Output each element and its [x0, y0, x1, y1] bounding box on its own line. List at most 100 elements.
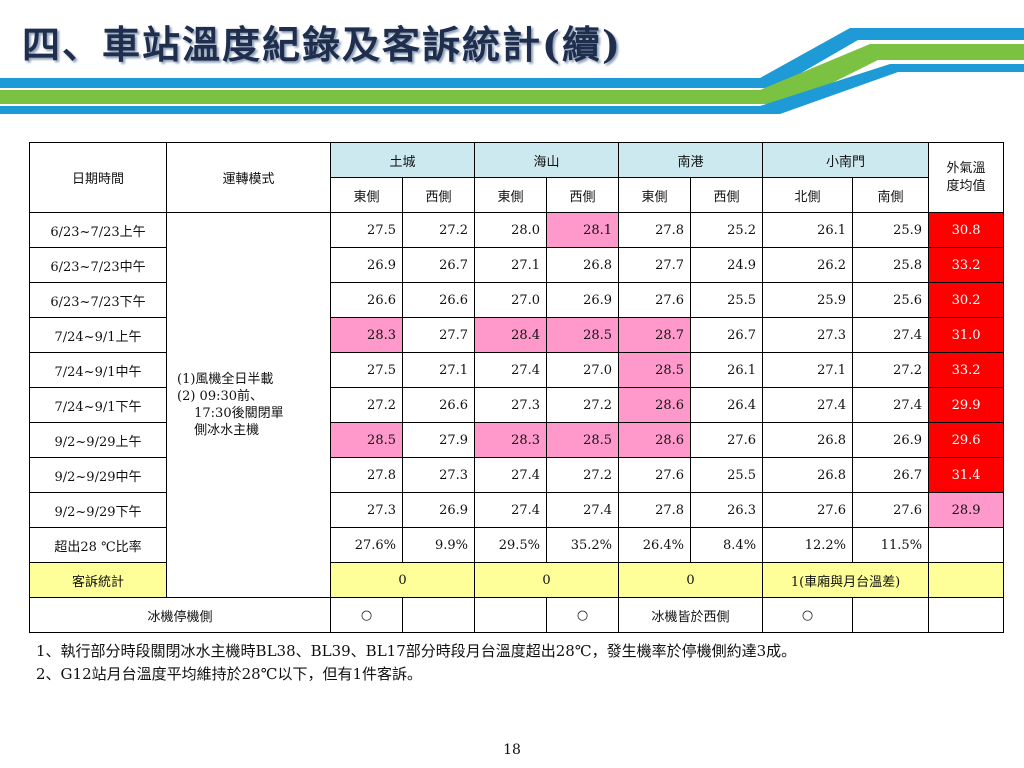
temp-cell: 27.8 — [618, 212, 692, 248]
outdoor-cell: 33.2 — [928, 352, 1005, 388]
temp-cell: 26.7 — [401, 247, 476, 283]
chiller-cell — [401, 597, 476, 633]
row-date: 7/24~9/1下午 — [29, 387, 167, 423]
temp-cell: 26.9 — [852, 422, 930, 458]
row-date: 9/2~9/29中午 — [29, 457, 167, 493]
header-outdoor-avg: 外氣溫度均值 — [928, 142, 1005, 213]
temp-cell: 28.1 — [546, 212, 620, 248]
temp-cell: 26.6 — [401, 282, 476, 318]
temp-cell: 26.2 — [762, 247, 854, 283]
temp-cell: 26.9 — [330, 247, 403, 283]
outdoor-cell: 29.6 — [928, 422, 1005, 458]
temp-cell: 28.5 — [618, 352, 692, 388]
mode-description: (1)風機全日半載 (2) 09:30前、 17:30後關閉單 側冰水主機 — [166, 212, 331, 598]
table-row: 9/2~9/29上午 28.5 27.9 28.3 28.5 28.6 27.6 26.8 26… — [29, 422, 1005, 458]
temp-cell: 27.3 — [474, 387, 548, 423]
temp-cell: 27.4 — [474, 457, 548, 493]
temp-cell: 27.6 — [762, 492, 854, 528]
page-title: 四、車站溫度紀錄及客訴統計(續) — [22, 22, 622, 67]
row-date: 7/24~9/1上午 — [29, 317, 167, 353]
header-station-tucheng: 土城 — [329, 142, 476, 178]
chiller-label: 冰機停機側 — [29, 597, 331, 633]
temp-cell: 25.5 — [690, 282, 764, 318]
temp-cell: 27.2 — [546, 387, 620, 423]
exceed-cell: 9.9% — [401, 527, 476, 563]
table-row: 9/2~9/29中午 27.8 27.3 27.4 27.2 27.6 25.5 26.8 26… — [29, 457, 1005, 493]
complaint-cell: 1(車廂與月台溫差) — [762, 562, 930, 598]
complaint-row: 客訴統計 0 0 0 1(車廂與月台溫差) — [29, 562, 1005, 598]
temp-cell: 28.3 — [330, 317, 403, 353]
temp-cell: 26.4 — [690, 387, 764, 423]
header-station-xiaonanmen: 小南門 — [762, 142, 930, 178]
chiller-cell: ○ — [762, 597, 854, 633]
header-stripe-decoration — [0, 28, 1024, 114]
header-date-time: 日期時間 — [29, 142, 167, 213]
header-side: 西側 — [690, 177, 764, 213]
table-row: 9/2~9/29下午 27.3 26.9 27.4 27.4 27.8 26.3 27.6 27… — [29, 492, 1005, 528]
temp-cell: 27.3 — [762, 317, 854, 353]
complaint-label: 客訴統計 — [29, 562, 167, 598]
header-station-haishan: 海山 — [474, 142, 620, 178]
note-2: 2、G12站月台溫度平均維持於28℃以下，但有1件客訴。 — [36, 665, 423, 683]
exceed-row: 超出28 ℃比率 27.6% 9.9% 29.5% 35.2% 26.4% 8.4% 12.2… — [29, 527, 1005, 563]
temp-cell: 26.3 — [690, 492, 764, 528]
temp-cell: 25.6 — [852, 282, 930, 318]
header-side: 東側 — [330, 177, 403, 213]
outdoor-cell: 29.9 — [928, 387, 1005, 423]
temp-cell: 27.8 — [330, 457, 403, 493]
temp-cell: 27.2 — [546, 457, 620, 493]
row-date: 9/2~9/29上午 — [29, 422, 167, 458]
temp-cell: 28.6 — [618, 422, 692, 458]
temp-cell: 28.5 — [546, 317, 620, 353]
temp-cell: 27.0 — [474, 282, 548, 318]
outdoor-cell: 30.8 — [928, 212, 1005, 248]
row-date: 9/2~9/29下午 — [29, 492, 167, 528]
temp-cell: 27.4 — [762, 387, 854, 423]
page-number: 18 — [503, 742, 521, 758]
mode-line: 17:30後關閉單 — [177, 406, 284, 421]
table-row: 7/24~9/1下午 27.2 26.6 27.3 27.2 28.6 26.4 27.4 27… — [29, 387, 1005, 423]
temp-cell: 27.7 — [401, 317, 476, 353]
temp-cell: 27.9 — [401, 422, 476, 458]
header-mode: 運轉模式 — [166, 142, 331, 213]
temp-cell: 27.4 — [474, 352, 548, 388]
row-date: 6/23~7/23下午 — [29, 282, 167, 318]
temp-cell: 26.1 — [762, 212, 854, 248]
temp-cell: 26.6 — [401, 387, 476, 423]
exceed-label: 超出28 ℃比率 — [29, 527, 167, 563]
row-date: 6/23~7/23上午 — [29, 212, 167, 248]
mode-line: (1)風機全日半載 — [177, 372, 274, 387]
outdoor-cell: 33.2 — [928, 247, 1005, 283]
temp-cell: 26.9 — [401, 492, 476, 528]
complaint-outdoor-empty — [928, 562, 1005, 598]
temp-cell: 26.1 — [690, 352, 764, 388]
temp-cell: 27.5 — [330, 352, 403, 388]
temp-cell: 27.7 — [618, 247, 692, 283]
header-side: 南側 — [852, 177, 930, 213]
chiller-outdoor-empty — [928, 597, 1005, 633]
complaint-cell: 0 — [474, 562, 620, 598]
temp-cell: 28.5 — [546, 422, 620, 458]
temp-cell: 27.1 — [401, 352, 476, 388]
exceed-cell: 29.5% — [474, 527, 548, 563]
temp-cell: 26.8 — [546, 247, 620, 283]
temp-cell: 27.6 — [852, 492, 930, 528]
temperature-table: 日期時間 運轉模式 土城 海山 南港 小南門 外氣溫度均值 東側 西側 東側 西… — [29, 142, 1005, 633]
temp-cell: 27.2 — [401, 212, 476, 248]
header-side: 西側 — [401, 177, 476, 213]
exceed-cell: 8.4% — [690, 527, 764, 563]
temp-cell: 26.7 — [852, 457, 930, 493]
temp-cell: 27.5 — [330, 212, 403, 248]
complaint-cell: 0 — [618, 562, 764, 598]
outdoor-cell: 31.4 — [928, 457, 1005, 493]
temp-cell: 26.6 — [330, 282, 403, 318]
chiller-cell — [474, 597, 548, 633]
temp-cell: 27.8 — [618, 492, 692, 528]
temp-cell: 25.9 — [762, 282, 854, 318]
temp-cell: 26.8 — [762, 422, 854, 458]
temp-cell: 27.0 — [546, 352, 620, 388]
table-row: 7/24~9/1上午 28.3 27.7 28.4 28.5 28.7 26.7 27.3 27… — [29, 317, 1005, 353]
temp-cell: 27.3 — [330, 492, 403, 528]
exceed-cell: 11.5% — [852, 527, 930, 563]
mode-line: 側冰水主機 — [177, 423, 260, 438]
